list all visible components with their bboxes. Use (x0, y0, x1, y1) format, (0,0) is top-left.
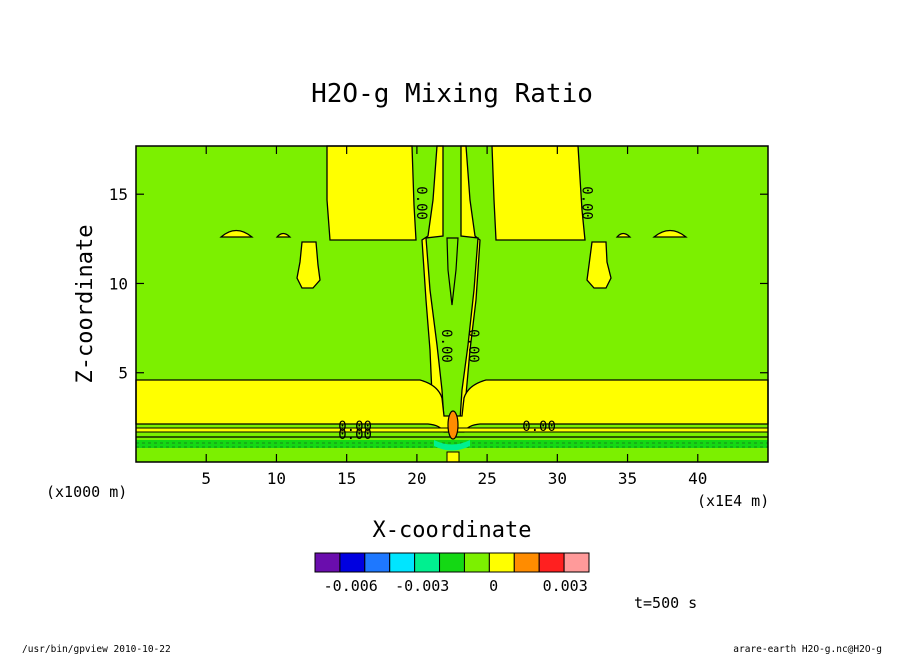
colorbar-swatch (314, 552, 341, 573)
contour-label: 0.00 (338, 427, 372, 443)
negative-band (136, 440, 768, 448)
lens-right-2 (615, 232, 632, 238)
x-axis-label: X-coordinate (373, 518, 532, 543)
colorbar-swatch (364, 552, 391, 573)
footer-left: /usr/bin/gpview 2010-10-22 (22, 644, 171, 654)
contour-labels: 0.00 0.000.00 0.000.000.000.00 (338, 186, 594, 443)
orange-core (447, 410, 459, 440)
colorbar-swatch (563, 552, 590, 573)
right-droplet-region (586, 241, 612, 289)
time-annotation: t=500 s (634, 594, 697, 612)
x-tick-label: 15 (337, 469, 356, 488)
x-tick-label: 25 (477, 469, 496, 488)
colorbar-swatch (339, 552, 366, 573)
colorbar-swatch (513, 552, 540, 573)
colorbar-swatch (439, 552, 465, 573)
left-droplet-region (296, 241, 321, 289)
x-tick-label: 40 (688, 469, 707, 488)
x-tick-label: 10 (267, 469, 286, 488)
colorbar-tick-label: -0.003 (395, 577, 449, 595)
bottom-positive-cell (446, 451, 460, 463)
contour-field (135, 145, 769, 463)
lens-left-2 (275, 232, 292, 238)
y-tick-label: 15 (109, 185, 128, 204)
colorbar-swatch (463, 552, 490, 573)
x-tick-label: 20 (407, 469, 426, 488)
contour-label: 0.00 (465, 329, 481, 363)
colorbar (314, 552, 590, 573)
footer-right: arare-earth_H2O-g.nc@H2O-g (733, 644, 882, 654)
colorbar-swatch (538, 552, 565, 573)
contour-label: 0.00 (522, 419, 556, 435)
colorbar-tick-label: -0.006 (324, 577, 378, 595)
colorbar-swatch (389, 552, 416, 573)
y-axis-ticks: 5 10 15 (109, 185, 768, 383)
negative-core (434, 440, 470, 451)
upper-left-positive-region (326, 145, 417, 241)
upper-right-positive-region (491, 145, 586, 241)
colorbar-tick-label: 0 (489, 577, 498, 595)
contour-label: 0.00 (338, 419, 372, 435)
x-axis-ticks: 5 10 15 20 25 30 35 40 (201, 146, 707, 488)
y-axis-label: Z-coordinate (73, 225, 98, 384)
lens-right-1 (652, 229, 688, 238)
lens-left-1 (219, 229, 254, 238)
y-tick-label: 5 (118, 364, 128, 383)
x-unit-right: (x1E4 m) (697, 492, 769, 510)
colorbar-swatch (414, 552, 441, 573)
contour-label: 0.00 (438, 329, 454, 363)
chart-title: H2O-g Mixing Ratio (311, 79, 593, 109)
x-tick-label: 5 (201, 469, 211, 488)
contour-label: 0.00 (413, 186, 429, 220)
colorbar-tick-label: 0.003 (543, 577, 588, 595)
x-tick-label: 30 (548, 469, 567, 488)
colorbar-swatch (488, 552, 515, 573)
y-tick-label: 10 (109, 274, 128, 293)
colorbar-ticks: -0.006 -0.003 0 0.003 (324, 577, 588, 595)
central-notch (446, 237, 459, 306)
plot-frame (135, 145, 769, 463)
x-unit-left: (x1000 m) (46, 483, 127, 501)
contour-label: 0.00 (579, 186, 595, 220)
central-positive-column (421, 145, 481, 421)
x-tick-label: 35 (618, 469, 637, 488)
